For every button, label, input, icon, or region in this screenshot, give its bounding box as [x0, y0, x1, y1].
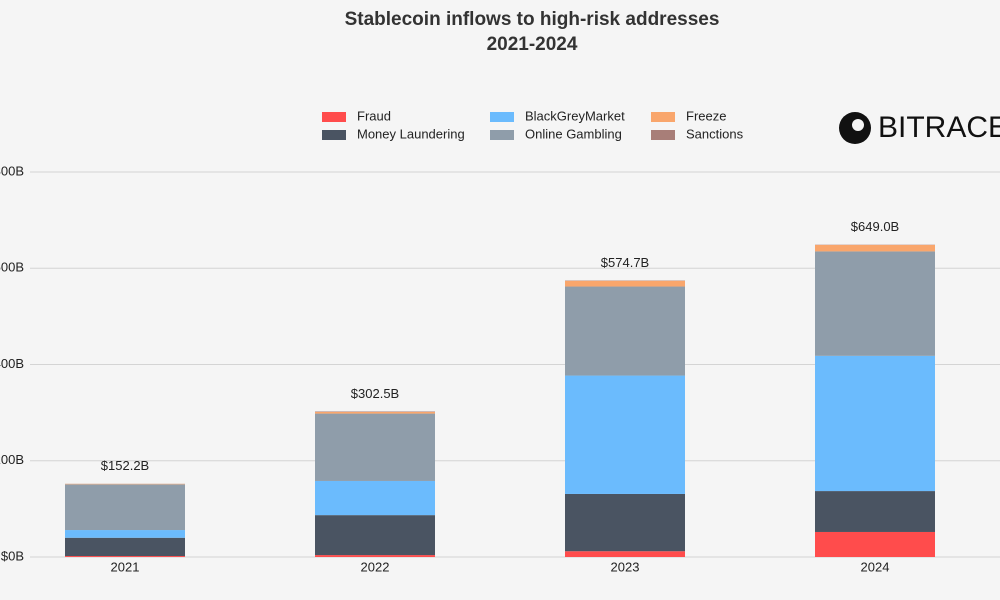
logo-text: BITRACE: [878, 111, 1000, 144]
bar-segment: [565, 280, 685, 287]
legend-label: Sanctions: [686, 126, 744, 141]
legend-label: Fraud: [357, 108, 391, 123]
logo: BITRACE: [839, 111, 1000, 144]
total-label: $649.0B: [851, 219, 899, 234]
legend-swatch: [490, 112, 514, 122]
bar-segment: [315, 413, 435, 481]
total-label: $574.7B: [601, 255, 649, 270]
logo-icon-hole: [852, 119, 864, 131]
bar-segment: [315, 515, 435, 556]
bar-segment: [65, 530, 185, 538]
bar-segment: [565, 493, 685, 552]
bar-segment: [815, 355, 935, 492]
chart-title: Stablecoin inflows to high-risk addresse…: [345, 9, 720, 30]
x-tick-label: 2023: [611, 559, 640, 574]
legend-swatch: [651, 130, 675, 140]
bar-segment: [315, 555, 435, 557]
bar-segment: [815, 251, 935, 356]
bar-segment: [565, 286, 685, 376]
bar-segment: [315, 480, 435, 516]
legend-label: BlackGreyMarket: [525, 108, 625, 123]
total-label: $302.5B: [351, 386, 399, 401]
legend-swatch: [490, 130, 514, 140]
legend-label: Online Gambling: [525, 126, 622, 141]
bar-segment: [65, 537, 185, 557]
legend-swatch: [322, 130, 346, 140]
bar-segment: [565, 375, 685, 494]
legend-swatch: [651, 112, 675, 122]
y-tick-label: $400B: [0, 356, 24, 371]
y-tick-label: $800B: [0, 163, 24, 178]
y-tick-label: $200B: [0, 452, 24, 467]
x-tick-label: 2022: [361, 559, 390, 574]
bar-segment: [815, 491, 935, 532]
bar-segment: [815, 531, 935, 557]
bar-segment: [815, 244, 935, 252]
bar-segment: [65, 556, 185, 557]
bar-segment: [565, 551, 685, 557]
legend-swatch: [322, 112, 346, 122]
y-tick-label: $0B: [1, 548, 24, 563]
legend-label: Money Laundering: [357, 126, 465, 141]
legend-label: Freeze: [686, 108, 726, 123]
total-label: $152.2B: [101, 458, 149, 473]
bar-segment: [65, 484, 185, 531]
x-tick-label: 2024: [861, 559, 890, 574]
chart-subtitle: 2021-2024: [487, 34, 578, 55]
x-tick-label: 2021: [111, 559, 140, 574]
y-tick-label: $600B: [0, 260, 24, 275]
bar-segment: [315, 411, 435, 414]
